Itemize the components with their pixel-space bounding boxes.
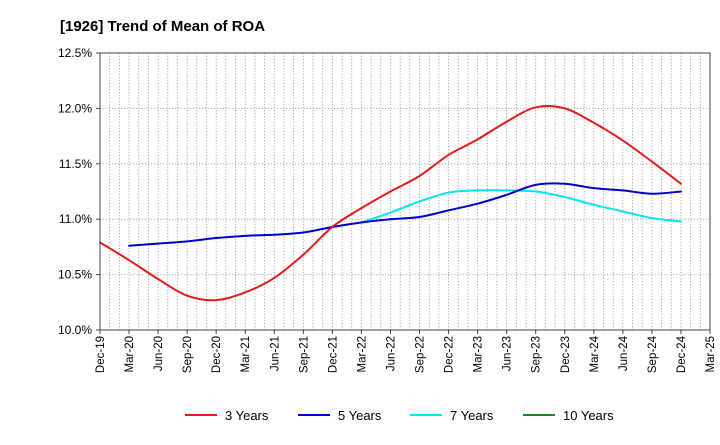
x-tick-label: Mar-21 (240, 336, 252, 372)
x-tick-label: Sep-20 (182, 336, 194, 373)
x-tick-label: Mar-20 (124, 336, 136, 372)
series-line-3-years (99, 104, 682, 302)
x-tick-label: Dec-22 (444, 336, 456, 373)
x-tick-label: Mar-24 (589, 335, 601, 372)
y-tick-label: 12.5% (58, 46, 92, 60)
x-tick-label: Jun-23 (502, 336, 514, 371)
legend-label-10-years: 10 Years (563, 408, 614, 423)
series-line-5-years (128, 182, 682, 247)
x-tick-label: Jun-24 (618, 335, 630, 371)
axis-layer: 10.0% 10.5% 11.0% 11.5% 12.0% 12.5% Dec-19 Mar-… (58, 46, 717, 373)
legend-label-5-years: 5 Years (338, 408, 382, 423)
x-tick-label: Sep-23 (531, 336, 543, 373)
y-tick-label: 11.5% (59, 157, 92, 171)
x-tick-label: Dec-23 (560, 336, 572, 373)
x-tick-label: Jun-21 (269, 336, 281, 371)
x-tick-label: Sep-24 (647, 335, 659, 373)
plot-frame (99, 52, 711, 331)
x-tick-label: Dec-24 (676, 335, 688, 373)
y-tick-label: 11.0% (59, 212, 92, 226)
y-tick-label: 12.0% (58, 101, 92, 115)
x-tick-label: Mar-23 (473, 336, 485, 372)
series-line-7-years (360, 189, 682, 224)
legend-label-7-years: 7 Years (450, 408, 494, 423)
x-tick-label: Mar-25 (705, 336, 717, 372)
y-tick-label: 10.5% (58, 268, 92, 282)
legend: 3 Years 5 Years 7 Years 10 Years (185, 408, 614, 423)
legend-label-3-years: 3 Years (225, 408, 269, 423)
chart-title: [1926] Trend of Mean of ROA (60, 18, 265, 35)
x-tick-label: Jun-20 (153, 336, 165, 371)
x-tick-label: Dec-19 (95, 336, 107, 373)
x-tick-label: Mar-22 (356, 336, 368, 372)
grid-layer (100, 52, 710, 331)
x-tick-label: Sep-21 (298, 336, 310, 373)
x-tick-label: Sep-22 (415, 336, 427, 373)
x-tick-label: Jun-22 (385, 336, 397, 371)
y-tick-label: 10.0% (58, 323, 92, 337)
x-tick-label: Dec-20 (211, 336, 223, 373)
x-tick-label: Dec-21 (327, 336, 339, 373)
series-layer (99, 104, 682, 302)
